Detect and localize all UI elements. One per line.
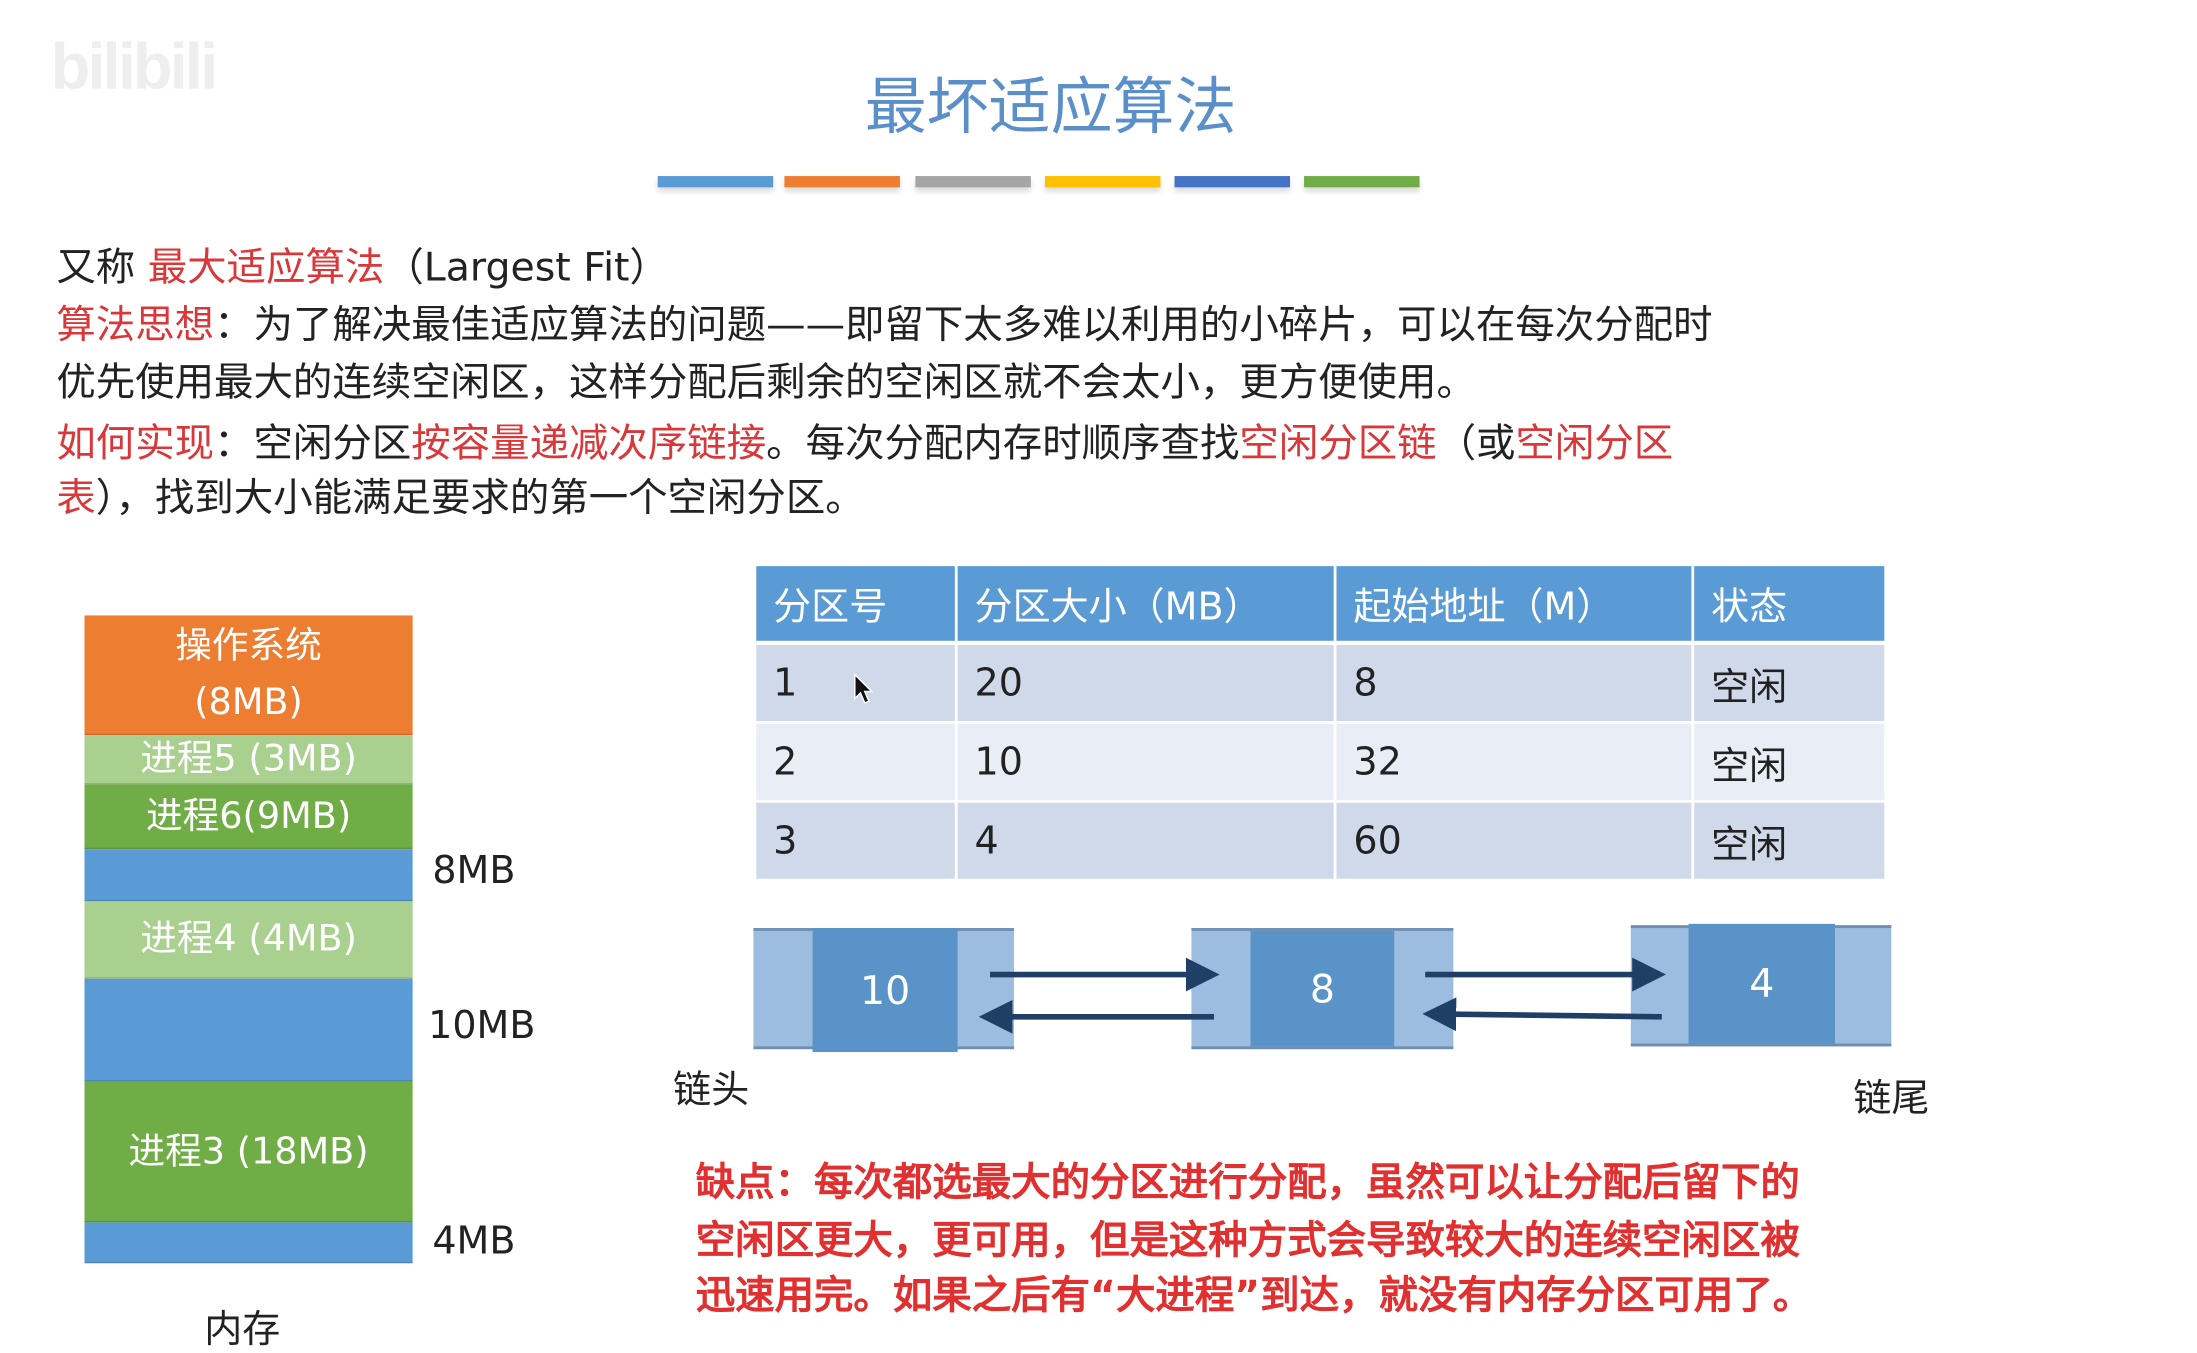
table-cell: 空闲 — [1692, 722, 1888, 803]
divider-bar-2 — [784, 176, 900, 188]
divider-bar-6 — [1304, 176, 1420, 188]
chain-head-label: 链头 — [673, 1068, 750, 1113]
free-size-label: 4MB — [432, 1219, 516, 1264]
column-header: 状态 — [1692, 566, 1888, 645]
memory-block-process5: 进程5 (3MB) — [84, 735, 413, 785]
free-size-label: 8MB — [432, 849, 516, 893]
table-cell: 20 — [956, 642, 1337, 724]
memory-block-process3: 进程3 (18MB) — [84, 1081, 413, 1223]
column-header: 起始地址（M） — [1335, 566, 1695, 645]
impl-line-1: 如何实现：空闲分区按容量递减次序链接。每次分配内存时顺序查找空闲分区链（或空闲分… — [56, 419, 1674, 467]
table-cell: 60 — [1335, 801, 1695, 882]
table-cell: 2 — [756, 722, 958, 803]
table-cell: 3 — [756, 801, 958, 882]
slide-title: 最坏适应算法 — [864, 71, 1237, 144]
idea-line-2: 优先使用最大的连续空闲区，这样分配后剩余的空闲区就不会太小，更方便使用。 — [56, 359, 1476, 406]
chain-node: 4 — [1630, 923, 1892, 1047]
table-row: 2 10 32 空闲 — [756, 722, 1888, 803]
table-row: 3 4 60 空闲 — [756, 801, 1888, 882]
memory-block-process4: 进程4 (4MB) — [84, 901, 413, 979]
free-size-label: 10MB — [428, 1004, 536, 1048]
chain-node-value: 10 — [812, 928, 958, 1053]
table-row: 1 20 8 空闲 — [756, 642, 1888, 724]
table-cell: 空闲 — [1692, 642, 1888, 724]
chain-node-value: 4 — [1688, 923, 1836, 1044]
prev-arrow — [1422, 997, 1662, 1032]
column-header: 分区号 — [756, 566, 958, 645]
memory-block-free-4mb — [84, 1222, 413, 1264]
memory-block-process6: 进程6(9MB) — [84, 784, 413, 850]
drawback-line-3: 迅速用完。如果之后有“大进程”到达，就没有内存分区可用了。 — [695, 1271, 1813, 1319]
table-cell: 32 — [1335, 722, 1695, 803]
memory-caption: 内存 — [204, 1308, 281, 1352]
column-header: 分区大小（MB） — [956, 566, 1337, 645]
aka-line: 又称 最大适应算法（Largest Fit） — [56, 243, 669, 291]
table-cell: 空闲 — [1692, 801, 1888, 882]
divider-bar-3 — [915, 176, 1031, 188]
divider-bar-4 — [1044, 176, 1161, 188]
table-cell: 4 — [956, 801, 1337, 882]
memory-block-free-8mb — [84, 849, 413, 902]
mouse-cursor-icon — [854, 673, 874, 704]
drawback-line-2: 空闲区更大，更可用，但是这种方式会导致较大的连续空闲区被 — [695, 1216, 1800, 1264]
memory-block-os: 操作系统 (8MB) — [84, 615, 413, 736]
drawback-line-1: 缺点：每次都选最大的分区进行分配，虽然可以让分配后留下的 — [695, 1159, 1800, 1206]
bilibili-watermark: bilibili — [50, 29, 218, 103]
chain-node-value: 8 — [1250, 930, 1395, 1047]
divider-bar-1 — [657, 176, 774, 188]
idea-line-1: 算法思想：为了解决最佳适应算法的问题——即留下太多难以利用的小碎片，可以在每次分… — [56, 301, 1713, 348]
table-header-row: 分区号 分区大小（MB） 起始地址（M） 状态 — [756, 566, 1888, 645]
chain-node: 8 — [1191, 928, 1454, 1050]
table-cell: 8 — [1335, 642, 1695, 724]
impl-line-2: 表），找到大小能满足要求的第一个空闲分区。 — [56, 474, 865, 522]
memory-block-free-10mb — [84, 978, 413, 1082]
divider-bar-5 — [1174, 176, 1291, 188]
free-partition-table: 分区号 分区大小（MB） 起始地址（M） 状态 1 20 8 空闲 2 10 3… — [756, 566, 1888, 882]
chain-tail-label: 链尾 — [1853, 1077, 1930, 1122]
chain-node: 10 — [753, 928, 1014, 1053]
table-cell: 10 — [956, 722, 1337, 803]
